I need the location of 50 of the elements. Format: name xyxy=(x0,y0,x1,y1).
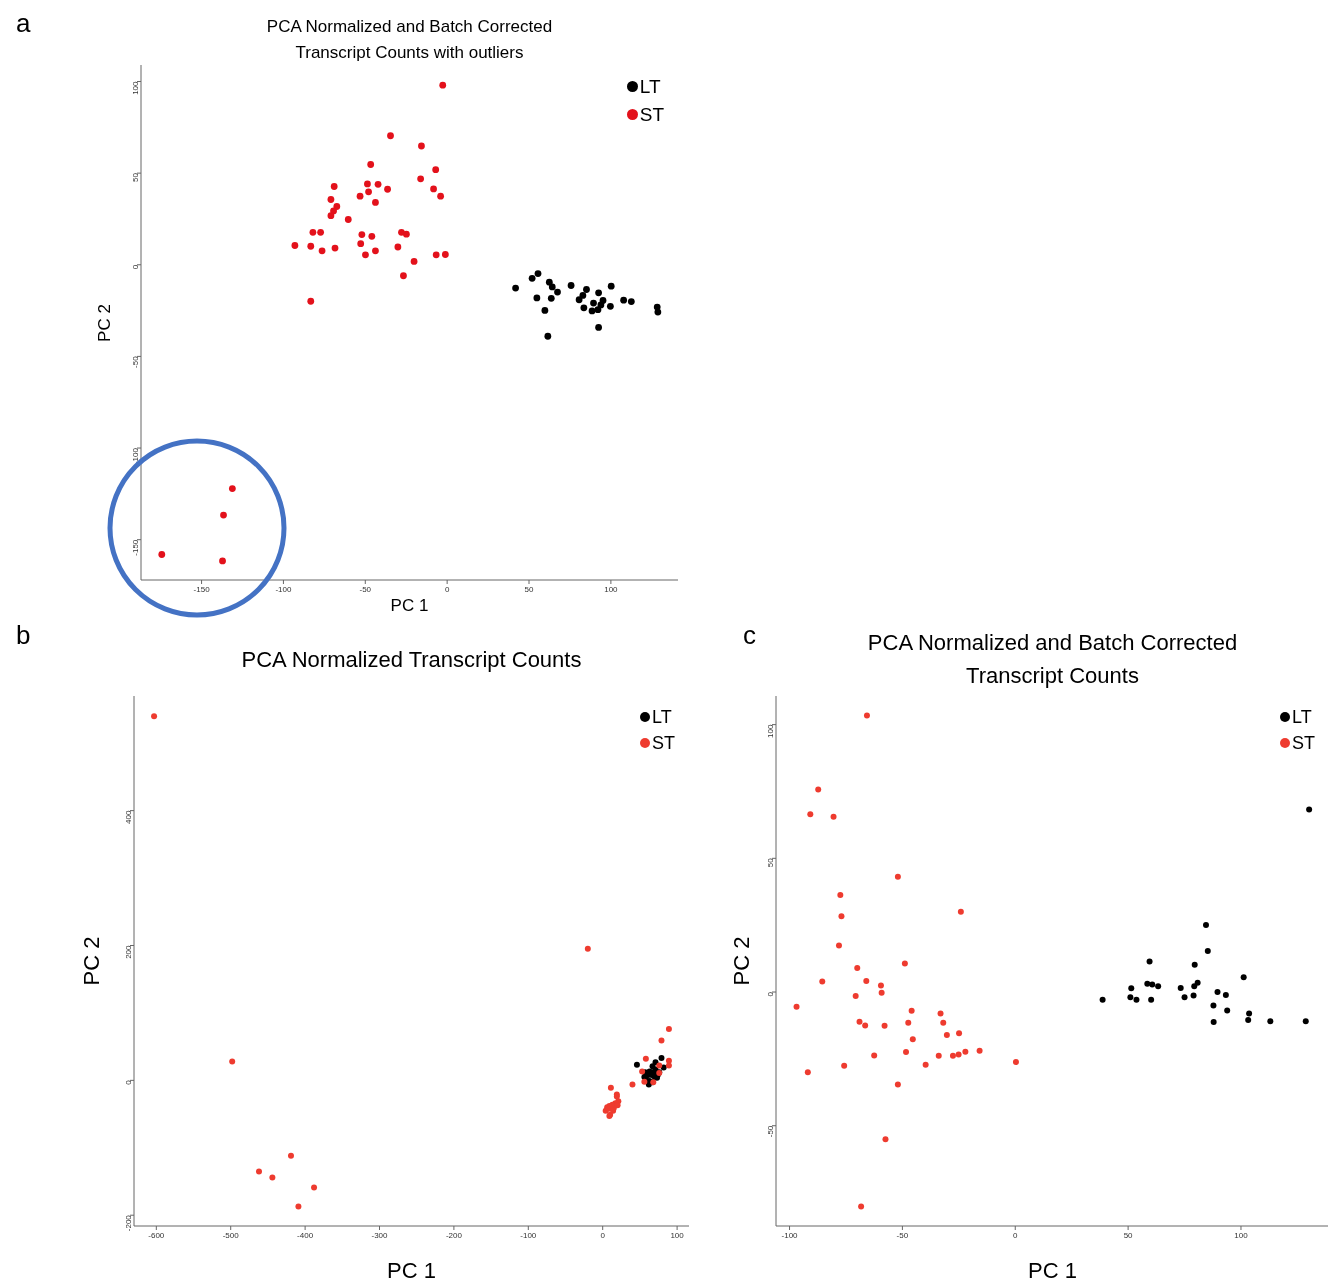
legend-label: LT xyxy=(651,706,672,729)
y-axis-title: PC 2 xyxy=(79,936,106,986)
legend-label: ST xyxy=(639,102,664,127)
x-tick-label: 0 xyxy=(1013,1230,1019,1240)
x-tick-label: -150 xyxy=(193,584,211,594)
y-tick-label: 100 xyxy=(765,724,775,738)
y-tick-label: 0 xyxy=(765,991,775,997)
y-tick-label: 0 xyxy=(123,1079,133,1085)
x-tick-label: -600 xyxy=(148,1230,165,1240)
legend-label: LT xyxy=(639,75,661,99)
x-tick-label: 100 xyxy=(604,584,619,594)
x-tick-label: 100 xyxy=(1234,1230,1249,1240)
x-axis-title: PC 1 xyxy=(389,596,430,616)
x-tick-label: -50 xyxy=(359,584,372,594)
y-tick-label: -150 xyxy=(130,539,140,556)
x-axis-title: PC 1 xyxy=(386,1258,437,1278)
chart-title: PCA Normalized and Batch Corrected Transcript Counts xyxy=(866,629,1239,690)
x-tick-label: -100 xyxy=(781,1230,799,1240)
x-tick-label: -500 xyxy=(222,1230,240,1240)
x-tick-label: 0 xyxy=(600,1230,606,1240)
x-tick-label: 50 xyxy=(524,584,535,594)
x-tick-label: 0 xyxy=(444,584,450,594)
y-tick-label: 400 xyxy=(123,810,133,824)
y-tick-label: 100 xyxy=(130,80,140,95)
y-axis-title: PC 2 xyxy=(94,303,115,342)
legend-label: LT xyxy=(1291,706,1312,729)
text: a xyxy=(16,8,31,38)
x-tick-label: 100 xyxy=(670,1230,685,1240)
x-tick-label: 50 xyxy=(1123,1230,1134,1240)
text: c xyxy=(743,620,756,650)
x-tick-label: -100 xyxy=(275,584,292,594)
y-tick-label: 50 xyxy=(765,857,775,868)
y-tick-label: -100 xyxy=(130,447,140,465)
x-tick-label: -50 xyxy=(896,1230,909,1240)
x-tick-label: -400 xyxy=(297,1230,314,1240)
x-axis-title: PC 1 xyxy=(1027,1258,1078,1278)
x-tick-label: -300 xyxy=(371,1230,389,1240)
y-tick-label: -50 xyxy=(765,1125,775,1138)
y-tick-label: 200 xyxy=(123,944,133,959)
x-tick-label: -200 xyxy=(445,1230,463,1240)
text: b xyxy=(16,620,31,650)
chart-title: PCA Normalized Transcript Counts xyxy=(240,646,583,674)
x-tick-label: -100 xyxy=(520,1230,537,1240)
y-tick-label: 0 xyxy=(130,264,140,270)
y-tick-label: -50 xyxy=(130,355,140,368)
legend-label: ST xyxy=(1291,732,1315,756)
legend-label: ST xyxy=(651,732,675,756)
y-axis-title: PC 2 xyxy=(729,936,756,986)
y-tick-label: 50 xyxy=(130,172,140,183)
chart-title: PCA Normalized and Batch Corrected Transcript Counts with outliers xyxy=(265,16,554,64)
